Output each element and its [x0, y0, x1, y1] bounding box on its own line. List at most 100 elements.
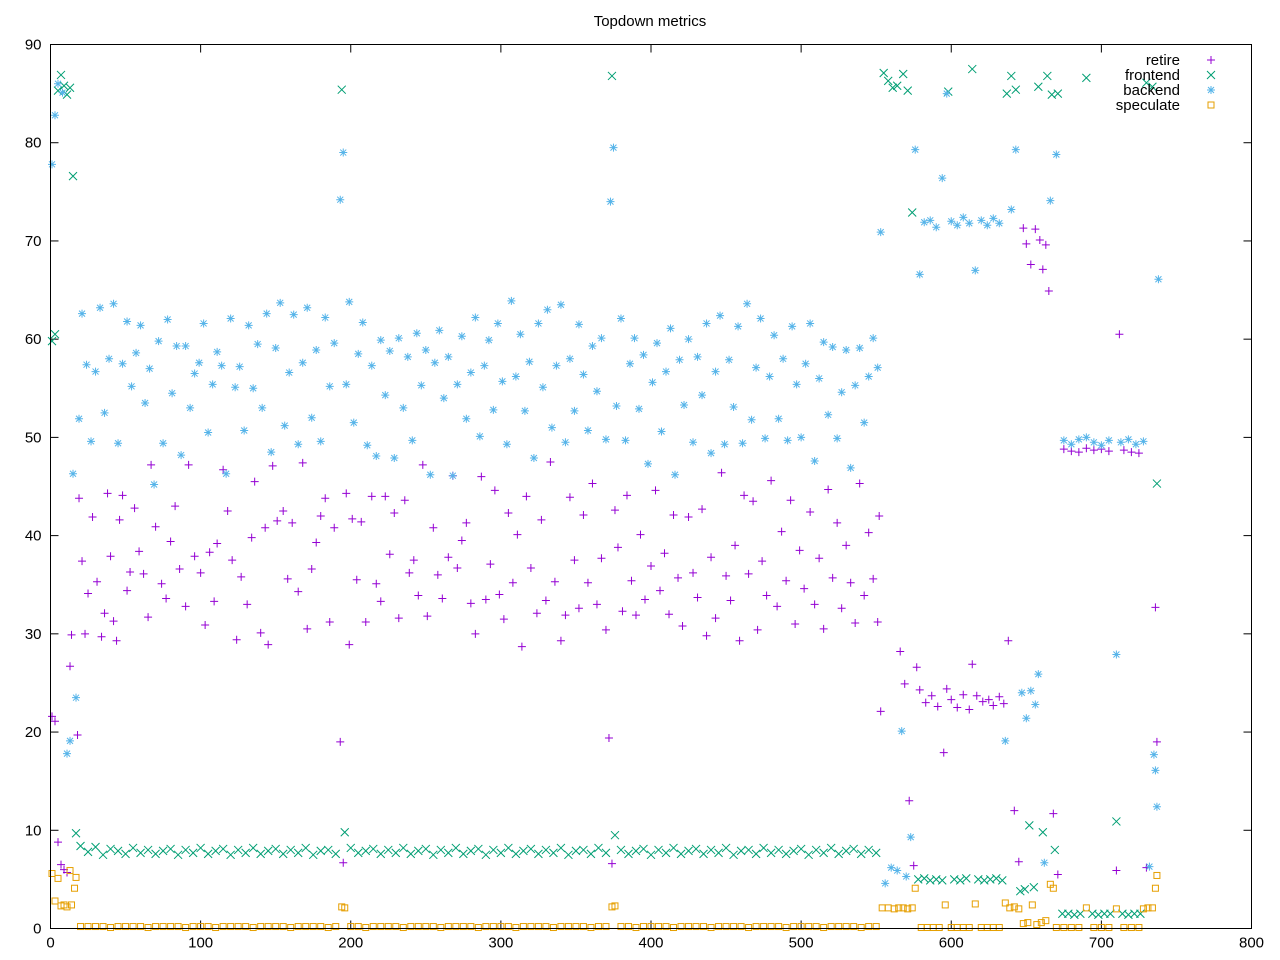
retire-point [522, 492, 531, 501]
backend-point [911, 145, 920, 154]
retire-point [565, 493, 574, 502]
retire-point [321, 494, 330, 503]
speculate-point [775, 923, 783, 931]
backend-point [947, 217, 956, 226]
backend-point [222, 469, 231, 478]
backend-point [806, 319, 815, 328]
backend-point [471, 313, 480, 322]
backend-point [1104, 436, 1113, 445]
backend-point [675, 355, 684, 364]
retire-point [995, 692, 1004, 701]
backend-point [625, 359, 634, 368]
backend-point [657, 427, 666, 436]
speculate-point [414, 923, 422, 931]
backend-point [893, 866, 902, 875]
backend-point [466, 368, 475, 377]
speculate-point [1082, 904, 1090, 912]
backend-point [932, 223, 941, 232]
retire-point [613, 543, 622, 552]
speculate-point [489, 923, 497, 931]
backend-point [643, 459, 652, 468]
retire-point [181, 602, 190, 611]
retire-point [1041, 240, 1050, 249]
backend-point [1031, 700, 1040, 709]
retire-point [372, 579, 381, 588]
retire-point [933, 702, 942, 711]
retire-point [693, 593, 702, 602]
backend-point [851, 381, 860, 390]
retire-point [618, 607, 627, 616]
backend-point [63, 749, 72, 758]
backend-point [349, 418, 358, 427]
retire-point [367, 492, 376, 501]
retire-point [942, 684, 951, 693]
x-tick-label: 500 [789, 935, 814, 952]
frontend-point [1050, 845, 1060, 855]
retire-point [953, 703, 962, 712]
speculate-point [890, 905, 898, 913]
frontend-point [556, 843, 566, 853]
backend-point [711, 367, 720, 376]
speculate-point [1139, 905, 1147, 913]
retire-point [126, 567, 135, 576]
frontend-point [706, 845, 716, 855]
retire-point [418, 460, 427, 469]
frontend-point [819, 848, 828, 858]
backend-point [417, 381, 426, 390]
retire-point [147, 460, 156, 469]
retire-point [73, 731, 82, 740]
speculate-point [527, 923, 535, 931]
backend-point [448, 471, 457, 480]
retire-point [550, 577, 559, 586]
backend-point [552, 361, 561, 370]
retire-point [130, 504, 139, 513]
retire-point [984, 695, 993, 704]
backend-point [381, 391, 390, 400]
retire-point [264, 640, 273, 649]
backend-point [150, 480, 159, 489]
backend-point [457, 332, 466, 341]
frontend-point [811, 845, 821, 855]
backend-point [336, 195, 345, 204]
frontend-point [826, 843, 836, 853]
backend-point [887, 863, 896, 872]
frontend-point [541, 845, 551, 855]
frontend-point [1024, 821, 1034, 830]
speculate-point [159, 923, 167, 931]
retire-point [601, 625, 610, 634]
backend-point [390, 454, 399, 463]
frontend-point [907, 208, 917, 217]
x-tick-label: 100 [188, 935, 213, 952]
retire-point [205, 548, 214, 557]
retire-point [171, 502, 180, 511]
backend-point [606, 197, 615, 206]
backend-point [226, 314, 235, 323]
backend-point [612, 401, 621, 410]
backend-point [285, 368, 294, 377]
frontend-point [340, 827, 350, 837]
speculate-point [617, 923, 625, 931]
axes: 0 100 200 300 400 500 600 700 800 0 10 20 30 40 50 60 70… [25, 37, 1264, 952]
speculate-point [68, 901, 76, 909]
frontend-point [571, 846, 581, 856]
backend-point [1067, 440, 1076, 449]
speculate-point [54, 874, 62, 882]
frontend-point [699, 849, 708, 859]
frontend-point [676, 849, 686, 859]
frontend-point [601, 848, 611, 858]
speculate-point [429, 923, 437, 931]
retire-point [777, 527, 786, 536]
frontend-point [47, 336, 57, 346]
frontend-point [248, 843, 258, 853]
frontend-point [263, 846, 273, 856]
backend-point [881, 879, 890, 888]
backend-point [325, 382, 334, 391]
backend-point [1139, 437, 1148, 446]
backend-point [716, 311, 725, 320]
speculate-point [48, 869, 56, 877]
frontend-point [466, 846, 476, 856]
retire-point [166, 537, 175, 546]
speculate-point [1052, 924, 1060, 932]
y-tick-label: 40 [25, 528, 42, 545]
backend-point [819, 338, 828, 347]
